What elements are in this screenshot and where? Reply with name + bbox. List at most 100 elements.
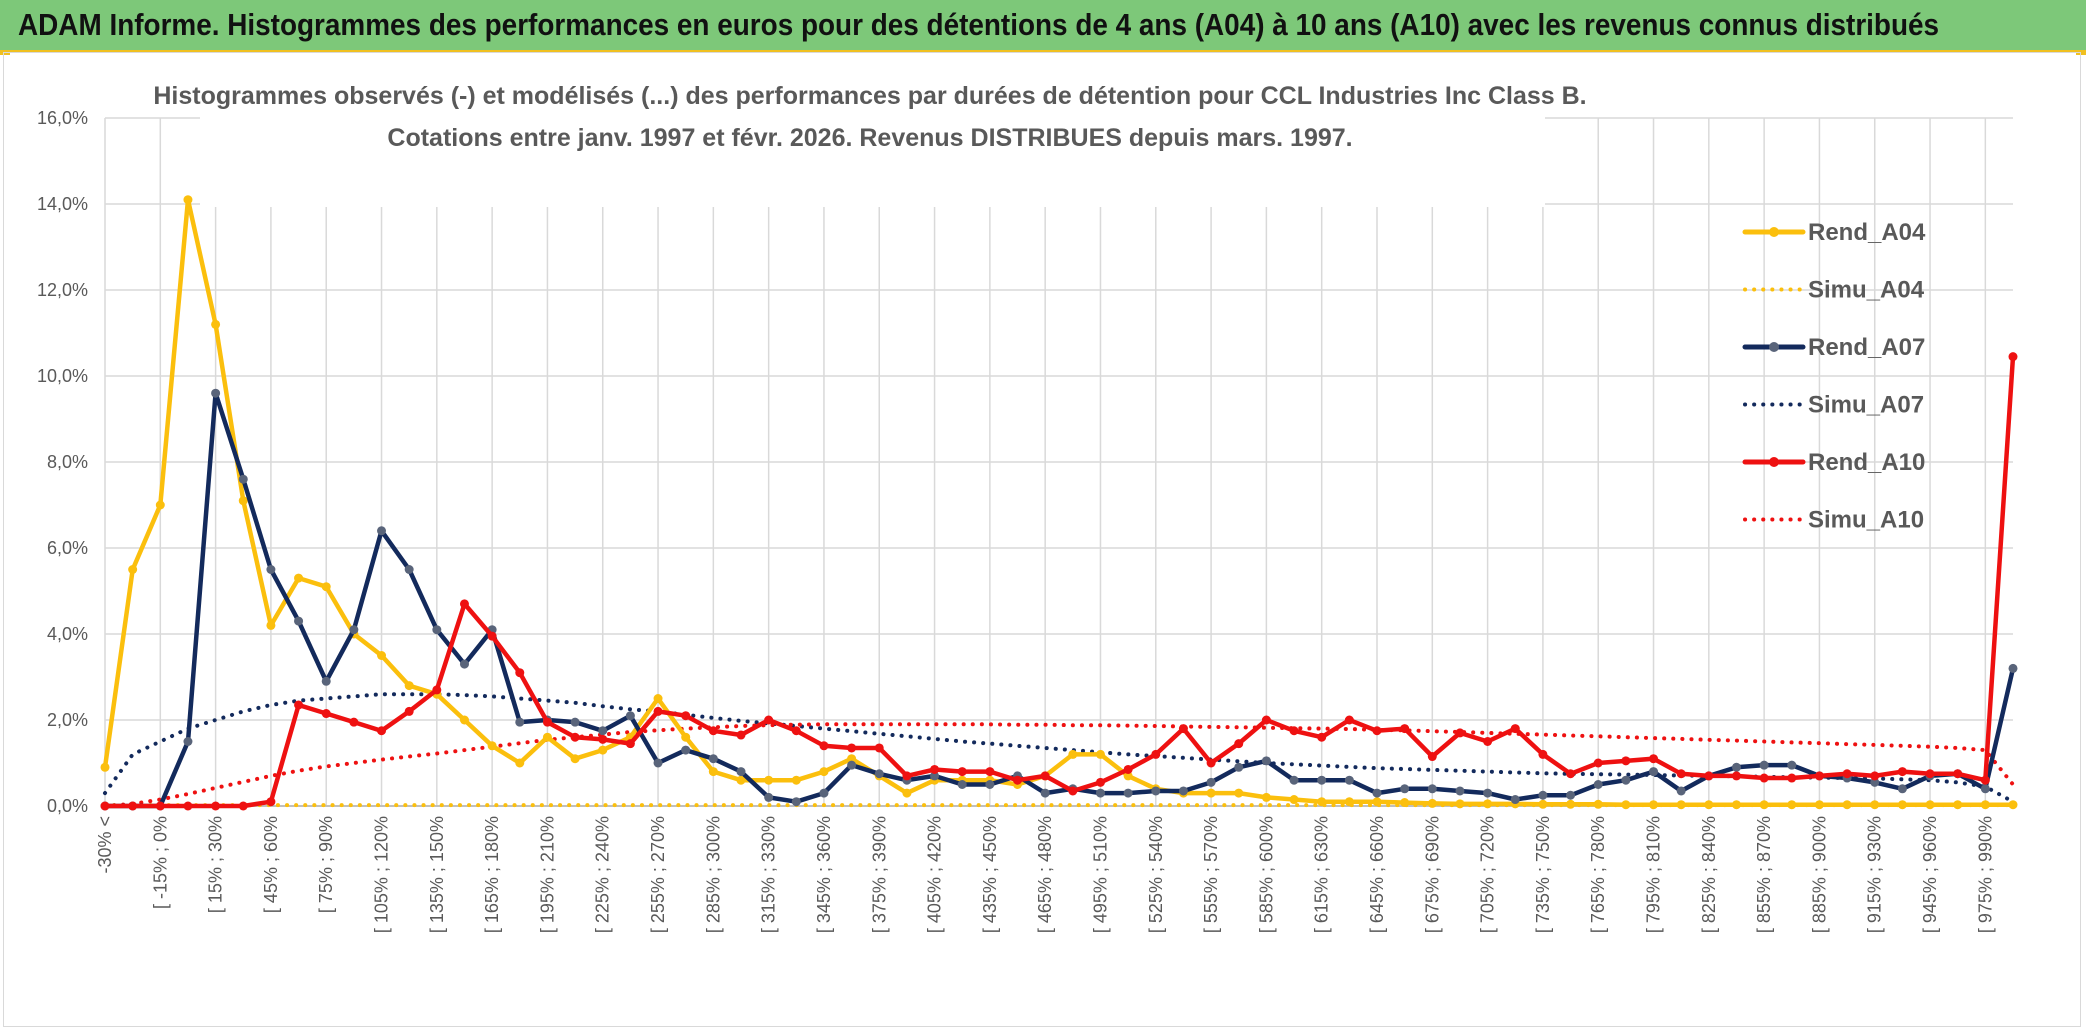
data-point: [1649, 800, 1659, 810]
data-point: [653, 694, 663, 703]
data-point: [957, 780, 967, 789]
data-point: [1980, 784, 1990, 794]
data-point: [1593, 780, 1603, 789]
x-tick-label: [ 165% ; 180%: [482, 816, 502, 933]
data-point: [653, 706, 663, 716]
data-point: [653, 758, 663, 768]
x-tick-label: [ 585% ; 600%: [1256, 816, 1276, 933]
data-point: [155, 500, 165, 510]
data-point: [377, 726, 387, 736]
data-point: [708, 754, 718, 764]
data-point: [321, 709, 331, 719]
x-tick-label: -30% <: [95, 816, 115, 874]
data-point: [1787, 800, 1797, 810]
data-point: [764, 715, 774, 725]
data-point: [1400, 798, 1410, 808]
data-point: [1759, 760, 1769, 770]
data-point: [1649, 754, 1659, 764]
data-point: [1455, 786, 1465, 796]
x-tick-label: [ 375% ; 390%: [869, 816, 889, 933]
series-line-rend_a07: [102, 390, 2016, 809]
data-point: [1372, 726, 1382, 736]
data-point: [349, 717, 359, 727]
data-point: [542, 717, 552, 727]
data-point: [1676, 786, 1686, 796]
data-point: [1731, 762, 1741, 772]
data-point: [1400, 784, 1410, 794]
x-tick-label: [ 555% ; 570%: [1201, 816, 1221, 933]
data-point: [515, 717, 525, 727]
data-point: [1234, 788, 1244, 798]
data-point: [1289, 795, 1299, 805]
data-point: [570, 754, 580, 764]
data-point: [1068, 749, 1078, 759]
data-point: [819, 741, 829, 751]
data-point: [1040, 771, 1050, 781]
data-point: [1897, 800, 1907, 810]
data-point: [1676, 769, 1686, 779]
chart-series: [100, 195, 2018, 811]
data-point: [1538, 790, 1548, 800]
legend-label: Rend_A07: [1808, 334, 1925, 361]
x-tick-label: [ 45% ; 60%: [261, 816, 281, 913]
x-tick-label: [ 975% ; 990%: [1975, 816, 1995, 933]
data-point: [1510, 795, 1520, 805]
data-point: [1980, 800, 1990, 810]
data-point: [294, 573, 304, 583]
data-point: [266, 620, 276, 630]
data-point: [874, 769, 884, 779]
data-point: [1068, 786, 1078, 796]
data-point: [1344, 715, 1354, 725]
data-point: [764, 792, 774, 802]
data-point: [1787, 773, 1797, 783]
report-title: ADAM Informe. Histogrammes des performan…: [18, 7, 1940, 42]
data-point: [1151, 786, 1161, 796]
report-banner: ADAM Informe. Histogrammes des performan…: [0, 0, 2086, 52]
data-point: [902, 788, 912, 798]
corner-accent-right: [2076, 50, 2086, 55]
data-point: [404, 706, 414, 716]
data-point: [1095, 777, 1105, 787]
data-point: [902, 771, 912, 781]
data-point: [266, 797, 276, 807]
data-point: [1344, 797, 1354, 807]
data-point: [1040, 788, 1050, 798]
data-point: [1289, 775, 1299, 785]
data-point: [791, 775, 801, 785]
x-tick-label: [ 945% ; 960%: [1920, 816, 1940, 933]
data-point: [1593, 799, 1603, 809]
data-point: [1261, 715, 1271, 725]
x-tick-label: [ 765% ; 780%: [1588, 816, 1608, 933]
x-tick-label: [ 495% ; 510%: [1090, 816, 1110, 933]
data-point: [930, 771, 940, 781]
y-tick-label: 10,0%: [37, 366, 88, 386]
data-point: [1621, 775, 1631, 785]
data-point: [1178, 724, 1188, 734]
chart-frame: [3, 52, 2081, 1027]
y-tick-label: 14,0%: [37, 194, 88, 214]
x-tick-label: [ 615% ; 630%: [1312, 816, 1332, 933]
data-point: [211, 319, 221, 329]
data-point: [1013, 775, 1023, 785]
y-tick-label: 16,0%: [37, 108, 88, 128]
data-point: [377, 651, 387, 660]
data-point: [791, 797, 801, 807]
data-point: [294, 616, 304, 626]
data-point: [1814, 771, 1824, 781]
data-point: [681, 732, 691, 742]
data-point: [1731, 771, 1741, 781]
data-point: [238, 474, 248, 484]
data-point: [211, 801, 221, 811]
legend-marker: [1769, 457, 1779, 467]
data-point: [1704, 771, 1714, 781]
data-point: [238, 801, 248, 811]
x-tick-label: [ 255% ; 270%: [648, 816, 668, 933]
data-point: [1289, 726, 1299, 736]
data-point: [1483, 799, 1493, 809]
data-point: [819, 788, 829, 798]
legend-label: Simu_A04: [1808, 277, 1925, 304]
y-tick-label: 0,0%: [47, 796, 88, 816]
data-point: [1206, 758, 1216, 768]
data-point: [1538, 749, 1548, 759]
data-point: [1151, 749, 1161, 759]
